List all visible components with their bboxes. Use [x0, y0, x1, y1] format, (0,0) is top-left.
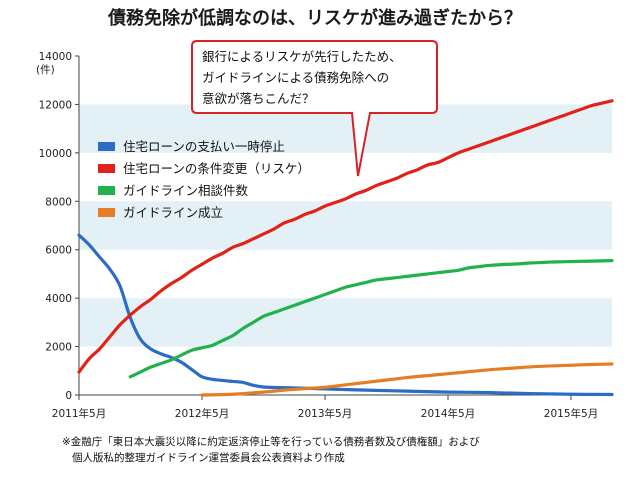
y-tick-label: 14000: [39, 51, 72, 63]
legend-swatch: [98, 208, 115, 217]
legend-swatch: [98, 186, 115, 195]
series-lines: [77, 99, 614, 397]
y-tick-label: 0: [65, 390, 72, 402]
series-line-2: [128, 259, 614, 379]
series-line-0: [77, 233, 614, 397]
y-tick-label: 6000: [45, 245, 72, 257]
callout-bubble: [191, 40, 438, 177]
x-tick-label: 2013年5月: [298, 407, 352, 420]
callout-text-line: 意欲が落ちこんだ？: [202, 91, 315, 106]
y-axis-unit-label: (件): [36, 64, 55, 76]
grid-band: [79, 298, 612, 347]
source-footnote: ※金融庁「東日本大震災以降に約定返済停止等を行っている債務者数及び債権額」および…: [62, 434, 622, 466]
callout-text-line: 銀行によるリスケが先行したため、: [202, 49, 402, 64]
legend-swatch: [98, 164, 115, 173]
y-tick-label: 10000: [39, 148, 72, 160]
y-tick-label: 4000: [45, 293, 72, 305]
legend-label: 住宅ローンの支払い一時停止: [123, 139, 285, 154]
x-tick-label: 2011年5月: [52, 407, 106, 420]
legend-swatch: [98, 142, 115, 151]
series-line-3: [200, 362, 614, 397]
series-line-1: [77, 99, 614, 374]
x-tick-label: 2015年5月: [544, 407, 598, 420]
chart-title: 債務免除が低調なのは、リスケが進み過ぎたから？: [108, 8, 522, 29]
footnote-line: 個人版私的整理ガイドライン運営委員会公表資料より作成: [72, 452, 345, 464]
x-axis-ticks: 2011年5月 2012年5月 2013年5月 2014年5月 2015年5月: [52, 395, 598, 420]
callout-text-line: ガイドラインによる債務免除への: [202, 70, 389, 85]
x-tick-label: 2014年5月: [421, 407, 475, 420]
x-tick-label: 2012年5月: [175, 407, 229, 420]
legend-label: ガイドライン相談件数: [123, 183, 249, 198]
legend-label: ガイドライン成立: [123, 205, 223, 220]
footnote-line: ※金融庁「東日本大震災以降に約定返済停止等を行っている債務者数及び債権額」および: [62, 436, 480, 448]
grid-band: [79, 201, 612, 250]
y-axis-ticks: 0 2000 4000 6000 8000 10000 12000 14000: [39, 51, 79, 402]
axes: [78, 56, 612, 396]
y-tick-label: 12000: [39, 99, 72, 111]
legend-label: 住宅ローンの条件変更（リスケ）: [123, 161, 310, 176]
y-tick-label: 2000: [45, 342, 72, 354]
y-tick-label: 8000: [45, 196, 72, 208]
